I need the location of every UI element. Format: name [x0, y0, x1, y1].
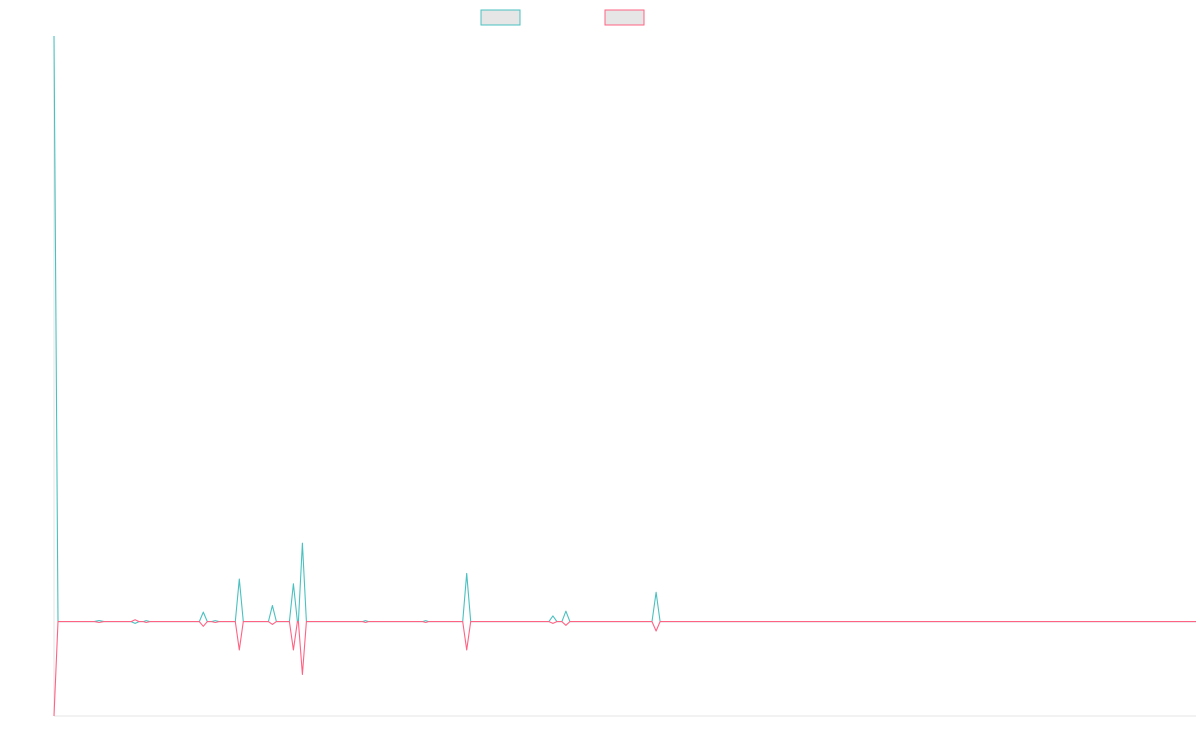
legend[interactable]: [480, 9, 645, 26]
legend-swatch-1[interactable]: [480, 9, 521, 26]
legend-swatch-2[interactable]: [604, 9, 645, 26]
series-lines: [53, 35, 1196, 717]
series-line-2: [53, 619, 1196, 717]
series-line-1: [53, 35, 1196, 624]
axes: [53, 36, 1196, 717]
